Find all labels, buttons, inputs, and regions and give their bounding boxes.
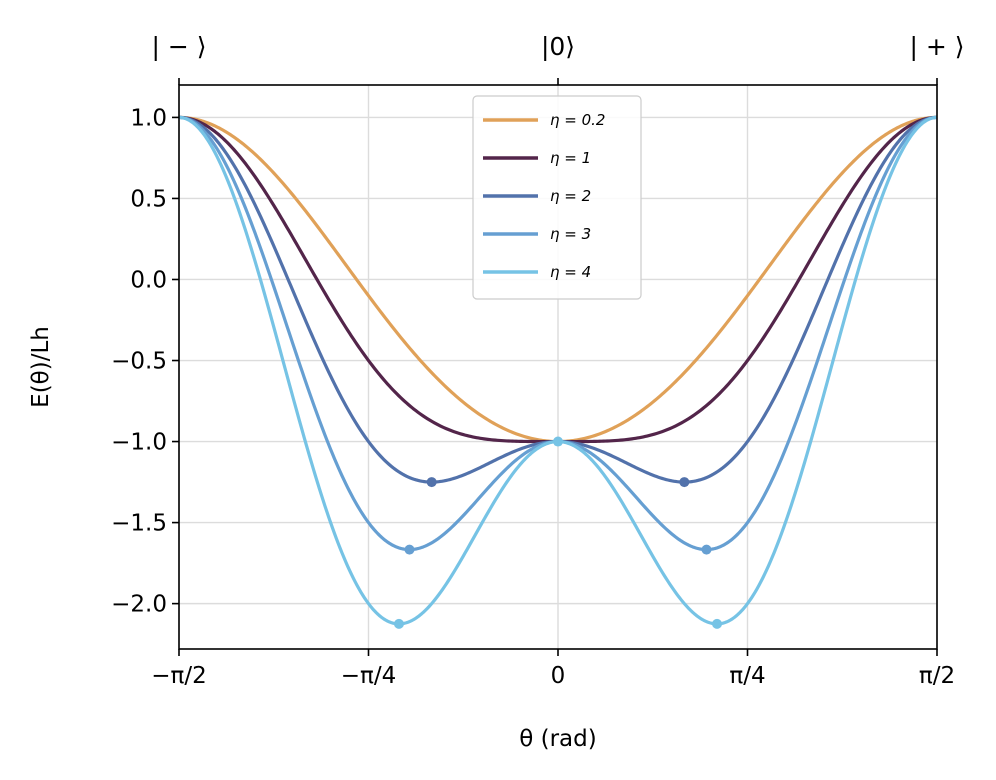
top-tick-label: |0⟩ — [541, 32, 575, 61]
minimum-point — [701, 544, 712, 555]
minimum-point — [679, 477, 690, 488]
x-tick-label: 0 — [551, 663, 566, 689]
minimum-point — [393, 618, 404, 629]
center-point — [553, 436, 563, 447]
x-tick-label: π/2 — [919, 663, 955, 689]
y-tick-label: −2.0 — [111, 592, 167, 618]
axis-ticks: −π/2 −π/4 0 π/4 π/2 1.0 0.5 0.0 −0.5 −1.0 −1.5 −2.0… — [111, 32, 964, 689]
y-tick-label: 0.0 — [130, 267, 167, 293]
y-axis-label: E(θ)/Lh — [28, 326, 54, 408]
legend-label: η = 2 — [550, 187, 591, 205]
minima-points — [393, 436, 723, 629]
y-tick-label: −0.5 — [111, 349, 167, 375]
y-tick-label: −1.5 — [111, 511, 167, 537]
minimum-point — [712, 618, 723, 629]
legend-label: η = 1 — [550, 149, 591, 167]
minimum-point — [404, 544, 415, 555]
legend-label: η = 3 — [550, 225, 591, 243]
y-tick-label: 1.0 — [130, 105, 167, 131]
legend: η = 0.2 η = 1 η = 2 η = 3 η = 4 — [472, 95, 642, 300]
legend-label: η = 0.2 — [550, 111, 605, 129]
x-tick-label: −π/4 — [341, 663, 397, 689]
y-tick-label: −1.0 — [111, 430, 167, 456]
legend-label: η = 4 — [550, 263, 591, 281]
x-tick-label: −π/2 — [151, 663, 207, 689]
top-tick-label: | + ⟩ — [909, 32, 964, 61]
top-tick-label: | − ⟩ — [151, 32, 206, 61]
legend-box — [472, 95, 642, 300]
x-tick-label: π/4 — [729, 663, 765, 689]
minimum-point — [426, 477, 437, 488]
y-tick-label: 0.5 — [130, 186, 167, 212]
x-axis-label: θ (rad) — [519, 726, 596, 752]
